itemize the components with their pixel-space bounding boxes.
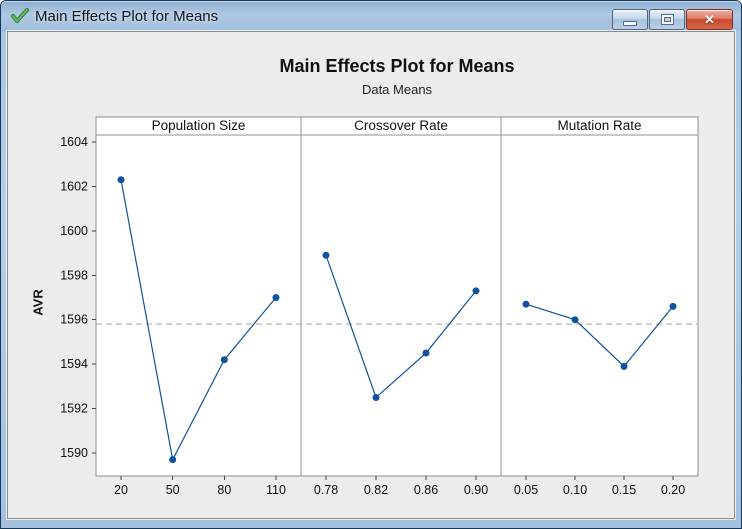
- x-tick-label: 50: [166, 483, 180, 497]
- data-point: [272, 294, 280, 301]
- data-point: [620, 362, 628, 370]
- window-title: Main Effects Plot for Means: [35, 7, 219, 25]
- chart-subtitle: Data Means: [361, 82, 433, 97]
- y-tick-label: 1598: [60, 268, 88, 282]
- x-tick-label: 110: [266, 483, 286, 497]
- chart-title: Main Effects Plot for Means: [279, 56, 515, 76]
- x-tick-label: 0.20: [661, 483, 685, 497]
- minimize-button[interactable]: [612, 9, 648, 30]
- x-tick-label: 80: [217, 483, 231, 497]
- data-point: [117, 176, 125, 184]
- x-tick-label: 0.78: [314, 483, 338, 497]
- x-tick-label: 0.05: [514, 483, 538, 497]
- panel-header-label: Population Size: [152, 118, 246, 133]
- chart-svg: 1590 1592 1594 1596 1598 1600 1602 1604 Populati…: [60, 116, 699, 497]
- close-icon: ✕: [704, 12, 715, 27]
- data-point: [169, 456, 177, 464]
- maximize-icon: [660, 14, 674, 25]
- close-button[interactable]: ✕: [686, 9, 733, 30]
- graph-area: Main Effects Plot for Means Data Means A…: [6, 30, 736, 520]
- x-tick-label: 0.10: [563, 483, 587, 497]
- window-controls: ✕: [611, 9, 733, 30]
- x-tick-label: 0.86: [414, 483, 438, 497]
- y-tick-label: 1600: [60, 224, 88, 238]
- y-tick-label: 1604: [60, 135, 88, 149]
- graph-window-checkmark-icon: [11, 7, 29, 25]
- data-point: [422, 349, 430, 357]
- data-point: [372, 393, 380, 401]
- x-tick-label: 0.82: [364, 483, 388, 497]
- data-point: [669, 302, 677, 310]
- data-point: [220, 356, 228, 364]
- x-tick-label: 20: [114, 483, 128, 497]
- panel-header-label: Mutation Rate: [557, 118, 641, 133]
- y-tick-label: 1602: [60, 179, 88, 193]
- y-tick-label: 1594: [60, 357, 88, 371]
- y-tick-label: 1590: [60, 446, 88, 460]
- minimize-icon: [623, 21, 637, 26]
- x-tick-label: 0.90: [464, 483, 488, 497]
- titlebar[interactable]: Main Effects Plot for Means ✕: [1, 1, 741, 31]
- data-point: [522, 300, 530, 308]
- data-point: [571, 316, 579, 324]
- data-point: [472, 287, 480, 295]
- data-point: [322, 251, 330, 259]
- y-tick-label: 1592: [60, 402, 88, 416]
- y-tick-label: 1596: [60, 313, 88, 327]
- panel-header-label: Crossover Rate: [354, 118, 448, 133]
- maximize-button[interactable]: [649, 9, 685, 30]
- x-tick-label: 0.15: [612, 483, 636, 497]
